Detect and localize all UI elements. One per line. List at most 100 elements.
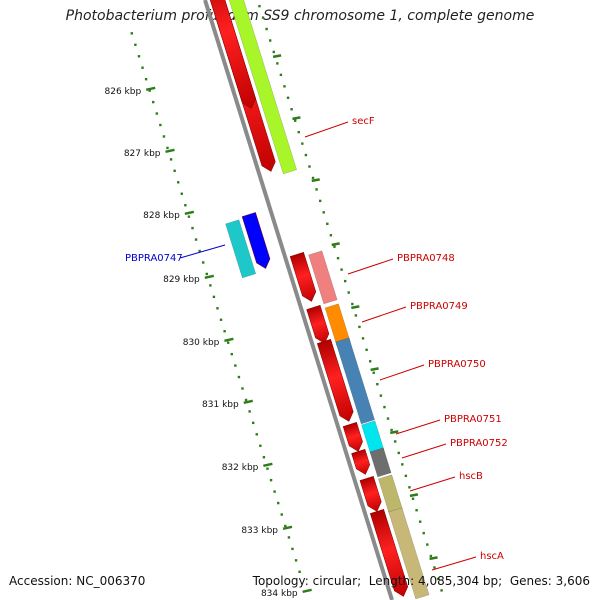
cds-arrow xyxy=(200,0,256,109)
ruler-dot xyxy=(383,405,386,409)
ruler-dot xyxy=(265,27,268,31)
ruler-dot xyxy=(276,62,279,65)
ruler-dot xyxy=(134,43,137,47)
backbone-line xyxy=(203,0,394,600)
map-title: Photobacterium profundum SS9 chromosome … xyxy=(65,8,535,24)
feature-track-bar xyxy=(225,219,257,279)
ruler-dot xyxy=(347,291,350,294)
cds-arrow-shape xyxy=(289,252,317,302)
ruler-dot xyxy=(173,169,176,173)
ruler-dot xyxy=(251,421,255,425)
kbp-tick xyxy=(302,588,312,594)
ruler-dot xyxy=(333,245,336,248)
accession-label: Accession: xyxy=(9,574,73,588)
ruler-dot xyxy=(422,531,425,535)
kbp-tick xyxy=(145,86,156,92)
ruler-dot xyxy=(162,135,166,138)
ruler-dot xyxy=(393,440,397,443)
ruler-dot xyxy=(262,456,266,459)
cds-arrow xyxy=(316,339,354,422)
label-leader xyxy=(304,121,349,138)
ruler-dot xyxy=(358,325,361,329)
ruler-dot xyxy=(177,181,180,184)
feature-track xyxy=(200,0,430,600)
kbp-tick-label: 834 kbp xyxy=(261,589,298,599)
kbp-tick-label: 827 kbp xyxy=(124,149,161,159)
ruler-dot xyxy=(148,89,151,92)
ruler-dot xyxy=(276,501,280,505)
label-leader xyxy=(431,556,477,571)
ruler-dot xyxy=(372,371,375,374)
ruler-dot xyxy=(234,364,237,367)
ruler-dot xyxy=(284,524,287,528)
kbp-ruler: 826 kbp 827 kbp 828 kbp 829 kbp 830 kbp 831 k… xyxy=(105,4,443,599)
label-leader xyxy=(179,244,226,259)
ruler-dot xyxy=(198,249,201,253)
ruler-dot xyxy=(440,589,443,592)
feature-track-bar-shape xyxy=(308,250,338,305)
ruler-dot xyxy=(230,352,233,356)
ruler-dot xyxy=(418,520,422,523)
ruler-dot xyxy=(194,238,198,241)
label-leader xyxy=(401,443,447,459)
kbp-tick xyxy=(351,305,360,310)
cds-arrow xyxy=(342,422,363,452)
ruler-dot xyxy=(361,337,365,340)
kbp-tick-label: 833 kbp xyxy=(241,526,278,536)
kbp-tick xyxy=(282,525,293,531)
ruler-dot xyxy=(137,55,141,58)
kbp-tick-label: 831 kbp xyxy=(202,400,239,410)
genome-summary: Topology: circular; Length: 4,085,304 bp… xyxy=(252,574,590,588)
ruler-dot xyxy=(433,566,436,569)
ruler-dot xyxy=(351,302,354,306)
length-value: 4,085,304 bp xyxy=(418,574,499,588)
ruler-dot xyxy=(191,226,194,230)
ruler-dot xyxy=(429,554,433,558)
ruler-dot xyxy=(376,382,379,386)
feature-track-bar-shape xyxy=(369,447,392,478)
ruler-dot xyxy=(390,428,393,432)
ruler-dot xyxy=(340,268,343,271)
topology-value: circular xyxy=(312,574,358,588)
ruler-dot xyxy=(315,188,318,191)
ruler-dot xyxy=(155,112,158,115)
cds-arrow-minus xyxy=(241,212,271,269)
ruler-dot xyxy=(365,348,368,352)
ruler-dot xyxy=(379,394,383,397)
ruler-dot xyxy=(329,234,333,237)
ruler-dot xyxy=(216,307,219,310)
ruler-dot xyxy=(304,153,308,157)
feature-label: PBPRA0750 xyxy=(428,359,486,370)
ruler-dot xyxy=(386,417,390,420)
ruler-dot xyxy=(326,222,329,225)
kbp-tick xyxy=(272,54,282,59)
kbp-tick-label: 828 kbp xyxy=(143,211,180,221)
kbp-tick xyxy=(429,556,438,561)
genes-value: 3,606 xyxy=(555,574,590,588)
kbp-tick xyxy=(409,493,419,498)
ruler-dot xyxy=(255,433,258,436)
ruler-dot xyxy=(227,341,230,344)
ruler-dot xyxy=(336,256,340,260)
ruler-dot xyxy=(415,509,418,512)
ruler-dot xyxy=(272,50,275,54)
ruler-dot xyxy=(290,108,293,111)
feature-track-bar-shape xyxy=(335,337,375,425)
accession-info: Accession: NC_006370 xyxy=(9,574,145,588)
ruler-dot xyxy=(144,77,148,81)
cds-arrow-shape xyxy=(306,305,330,344)
ruler-dot xyxy=(294,559,298,562)
ruler-dot xyxy=(411,497,415,500)
ruler-dot xyxy=(298,570,301,574)
kbp-tick xyxy=(390,430,399,435)
feature-label: PBPRA0748 xyxy=(397,253,455,264)
kbp-tick-label: 829 kbp xyxy=(163,275,200,285)
ruler-dot xyxy=(401,463,404,466)
feature-track-bar xyxy=(378,474,403,515)
feature-track-bar-shape xyxy=(227,0,297,175)
label-leader xyxy=(379,364,425,381)
ruler-dot xyxy=(308,165,311,168)
ruler-dot xyxy=(248,410,251,413)
cds-arrow xyxy=(289,252,317,302)
